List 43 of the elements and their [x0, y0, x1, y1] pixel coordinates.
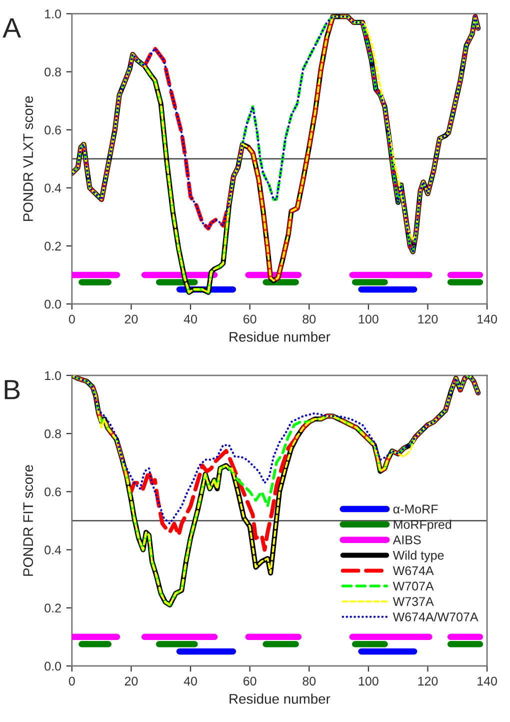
- y-tick-label: 1.0: [45, 10, 62, 18]
- y-tick-label: 0.2: [44, 604, 61, 613]
- x-tick-label: 100: [358, 676, 378, 686]
- x-tick-label: 120: [418, 676, 438, 686]
- x-tick-label: 0: [68, 676, 75, 686]
- x-tick-label: 120: [418, 314, 438, 324]
- x-tick-label: 40: [184, 676, 197, 686]
- y-tick-label: 0.2: [44, 242, 61, 251]
- y-axis-title: PONDR VLXT score: [23, 96, 34, 221]
- y-tick-label: 0.6: [44, 126, 61, 134]
- x-tick-label: 80: [302, 676, 316, 686]
- text: A: [2, 18, 22, 38]
- legend-label: W707A: [392, 582, 434, 591]
- x-tick-label: 0: [68, 314, 75, 324]
- line-series: [72, 375, 480, 552]
- y-tick-label: 0.8: [44, 68, 61, 76]
- legend-label: MoRFpred: [394, 520, 452, 532]
- legend-label: AIBS: [392, 535, 421, 544]
- text: B: [4, 380, 20, 400]
- x-tick-label: 140: [478, 676, 497, 686]
- y-tick-label: 0.0: [44, 662, 62, 671]
- x-axis-title: Residue number: [230, 332, 330, 342]
- x-tick-label: 100: [358, 314, 378, 324]
- x-tick-label: 20: [124, 676, 138, 686]
- y-axis-title: PONDR FIT score: [23, 465, 34, 576]
- legend-label: Wild type: [392, 550, 444, 562]
- x-tick-label: 80: [302, 314, 316, 324]
- y-tick-label: 1.0: [45, 371, 62, 380]
- x-tick-label: 40: [184, 314, 197, 324]
- legend-label: W737A: [392, 597, 434, 606]
- x-tick-label: 20: [124, 314, 138, 324]
- y-tick-label: 0.6: [44, 487, 61, 496]
- x-tick-label: 60: [244, 676, 256, 686]
- y-tick-label: 0.4: [44, 546, 62, 554]
- y-tick-label: 0.4: [44, 184, 62, 193]
- x-tick-label: 60: [244, 314, 256, 324]
- legend-label: W674A: [392, 566, 434, 576]
- x-axis-title: Residue number: [230, 694, 330, 704]
- legend-label: α-MoRF: [393, 504, 438, 514]
- legend-label: W674A/W707A: [392, 612, 478, 622]
- y-tick-label: 0.0: [44, 300, 62, 309]
- x-tick-label: 140: [478, 314, 497, 324]
- y-tick-label: 0.8: [44, 429, 61, 438]
